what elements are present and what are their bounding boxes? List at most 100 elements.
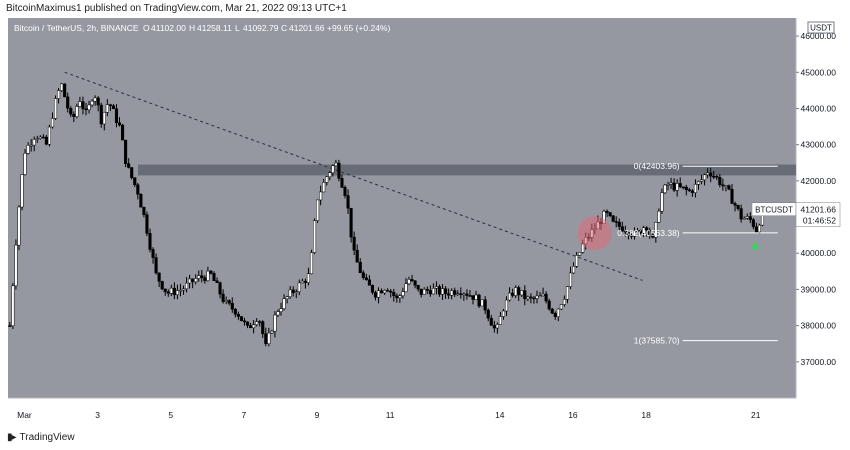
candle-body (508, 292, 512, 301)
candle-body (105, 104, 109, 113)
candle-body (434, 286, 438, 289)
candle-body (75, 106, 79, 117)
footer: ▮▸ TradingView (7, 432, 75, 443)
candle-body (547, 300, 551, 310)
candle-body (14, 244, 18, 287)
x-tick-label: 16 (568, 410, 578, 420)
candle-body (553, 312, 557, 317)
candle-body (693, 184, 697, 193)
candle-body (623, 230, 627, 233)
candle-body (163, 288, 167, 293)
candle-body (355, 249, 359, 263)
candle-body (63, 83, 67, 98)
candle-body (316, 199, 320, 221)
candle-body (544, 293, 548, 302)
candle-body (617, 221, 621, 227)
x-tick-label: 21 (751, 410, 761, 420)
candle-body (614, 221, 618, 223)
chart-container[interactable]: 0(42403.96) 0.382(40563.38) 1(37585.70) 370… (0, 18, 850, 433)
candle-body (139, 194, 143, 208)
candle-body (87, 104, 91, 111)
candle-body (386, 290, 390, 292)
candle-body (398, 295, 402, 299)
candle-body (538, 295, 542, 298)
candle-body (669, 182, 673, 185)
candle-body (383, 290, 387, 294)
candle-body (346, 195, 350, 209)
candle-body (230, 302, 234, 310)
candle-body (706, 172, 710, 176)
fib-level-label: 0(42403.96) (634, 161, 680, 171)
candle-body (249, 325, 253, 329)
candle-body (517, 287, 521, 296)
candle-body (178, 289, 183, 292)
symbol-tag: BTCUSDT (755, 206, 793, 215)
candle-body (690, 190, 694, 193)
candle-body (72, 113, 76, 117)
candle-body (428, 290, 432, 295)
candle-body (352, 236, 356, 251)
candle-body (343, 187, 347, 196)
candle-body (148, 233, 152, 250)
candle-body (559, 304, 563, 310)
candle-body (53, 98, 58, 119)
ohlc-key: H (189, 23, 195, 33)
candle-body (276, 311, 280, 316)
candle-body (69, 108, 73, 115)
candle-body (57, 90, 61, 99)
candle-body (565, 286, 570, 300)
candle-body (145, 214, 149, 234)
candle-body (535, 295, 539, 299)
candle-body (337, 162, 341, 179)
candle-body (285, 296, 289, 300)
candle-body (450, 290, 454, 296)
candle-body (642, 227, 646, 234)
price-tag-countdown: 01:46:52 (803, 216, 836, 226)
candle-body (11, 285, 15, 326)
candle-body (300, 280, 304, 284)
candle-body (410, 279, 414, 282)
candle-body (154, 257, 158, 274)
ohlc-value: 41102.00 (151, 23, 186, 33)
candle-body (224, 300, 228, 302)
candle-body (657, 210, 661, 223)
ohlc-value: 41201.66 (289, 23, 325, 33)
tradingview-logo-icon: ▮▸ (7, 432, 16, 443)
chart-title: Bitcoin / TetherUS, 2h, BINANCE (14, 23, 139, 33)
ohlc-change: +99.65 (+0.24%) (327, 23, 390, 33)
candle-body (358, 261, 362, 273)
candle-body (483, 299, 487, 311)
price-chart[interactable]: 0(42403.96)0.382(40563.38)1(37585.70)370… (0, 18, 850, 428)
candle-body (462, 293, 466, 296)
candle-body (626, 231, 630, 236)
candle-body (501, 310, 506, 317)
candle-body (639, 229, 643, 234)
ohlc-key: L (235, 23, 240, 33)
ohlc-key: O (143, 23, 150, 33)
candle-body (291, 289, 295, 294)
candle-body (38, 136, 42, 139)
candle-body (532, 297, 536, 300)
candle-body (492, 325, 496, 329)
candle-body (672, 182, 676, 191)
y-tick-label: 37000.00 (801, 357, 837, 367)
candle-body (166, 291, 170, 294)
candle-body (541, 293, 545, 297)
candle-body (523, 290, 527, 300)
candle-body (188, 278, 192, 284)
candle-body (447, 293, 451, 296)
currency-label-box (807, 21, 835, 34)
y-tick-label: 45000.00 (801, 67, 837, 77)
price-tag-value: 41201.66 (801, 205, 837, 215)
candle-body (444, 288, 448, 294)
y-tick-label: 42000.00 (801, 176, 837, 186)
candle-body (748, 216, 752, 220)
candle-body (495, 324, 499, 329)
candle-body (651, 234, 655, 238)
candle-body (258, 321, 262, 323)
candle-body (367, 279, 371, 286)
currency-label: USDT (810, 24, 832, 33)
candle-body (99, 104, 103, 125)
ohlc-value: 41258.11 (197, 23, 232, 33)
candle-body (392, 292, 396, 297)
